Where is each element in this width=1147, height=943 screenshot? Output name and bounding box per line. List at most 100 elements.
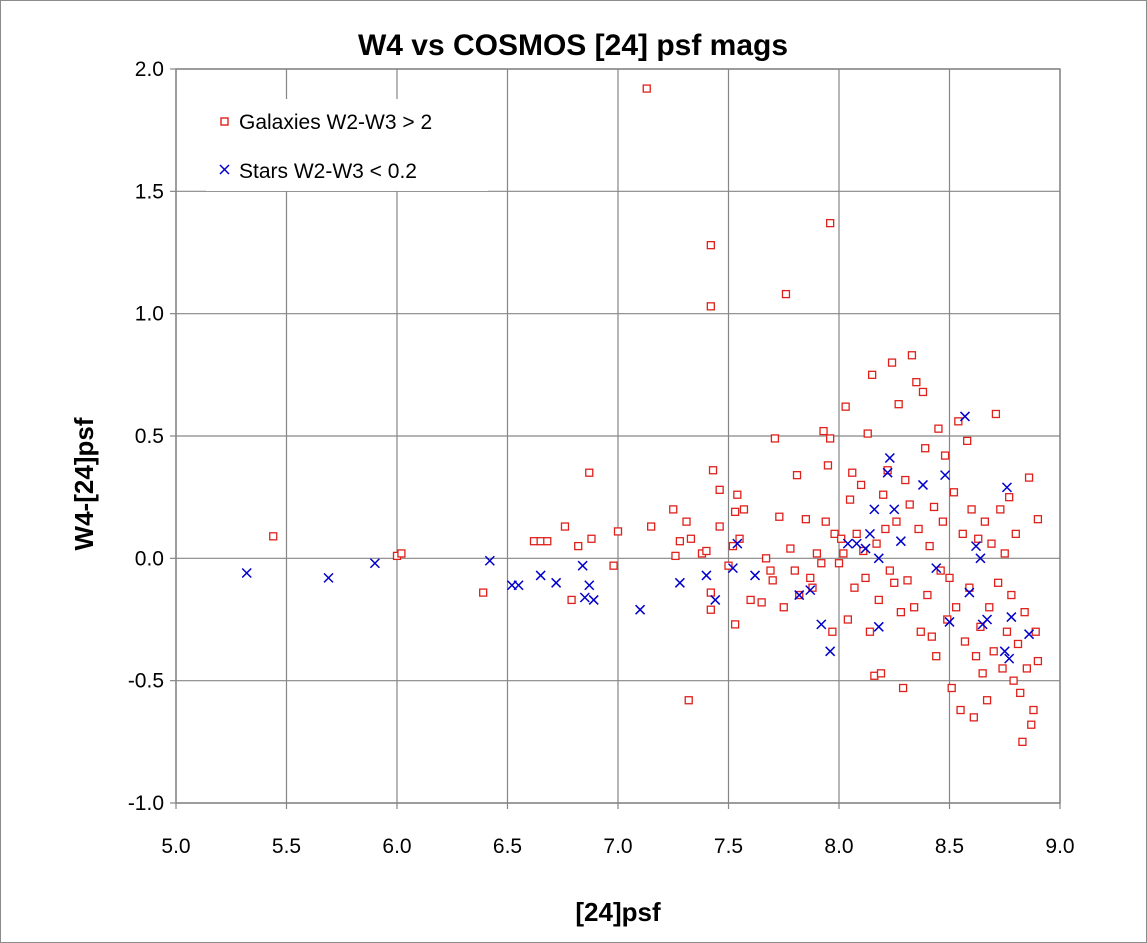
galaxy-point [907, 351, 917, 360]
galaxy-point [529, 537, 539, 546]
galaxy-point [770, 434, 780, 443]
star-point [1024, 629, 1035, 640]
galaxy-point [397, 549, 406, 558]
star-point [851, 538, 862, 549]
galaxy-point [960, 637, 970, 646]
galaxy-point [761, 554, 771, 563]
star-point [1001, 482, 1012, 493]
galaxy-point [1007, 590, 1016, 600]
x-tick-label: 8.0 [824, 835, 853, 858]
y-tick-label: -1.0 [128, 792, 164, 815]
galaxy-point [715, 485, 724, 494]
galaxy-point [965, 583, 974, 592]
galaxy-point [974, 534, 983, 543]
star-point [959, 411, 971, 422]
galaxy-point [757, 598, 766, 607]
galaxy-point [868, 370, 877, 379]
data-points [241, 84, 1043, 746]
galaxy-point [892, 517, 901, 526]
chart-title: W4 vs COSMOS [24] psf mags [358, 29, 788, 62]
galaxy-point [768, 576, 777, 585]
galaxy-point [978, 669, 987, 678]
galaxy-point [896, 608, 906, 617]
galaxy-point [567, 595, 576, 605]
galaxy-point [587, 534, 596, 543]
galaxy-point [837, 534, 846, 543]
galaxy-point [905, 500, 914, 509]
galaxy-point [684, 696, 693, 705]
galaxy-point [1002, 627, 1012, 636]
galaxy-point [951, 603, 961, 612]
star-point [860, 543, 871, 554]
galaxy-point [733, 490, 742, 499]
star-point [873, 621, 884, 632]
galaxy-point [870, 671, 879, 680]
star-point [1006, 612, 1017, 623]
galaxy-point [269, 532, 278, 541]
galaxy-point [839, 549, 848, 558]
galaxy-point [996, 505, 1005, 514]
galaxy-point [852, 529, 861, 539]
galaxy-point [967, 505, 976, 514]
galaxy-point [819, 426, 828, 436]
galaxy-point [675, 537, 685, 546]
galaxy-point [954, 417, 963, 426]
star-point [727, 563, 738, 574]
galaxy-point [987, 539, 996, 548]
galaxy-point [834, 559, 844, 568]
galaxy-point [1031, 627, 1040, 636]
galaxy-point [901, 475, 910, 485]
galaxy-point [830, 529, 839, 539]
galaxy-point [841, 402, 850, 411]
legend-galaxies-label: Galaxies W2-W3 > 2 [239, 111, 432, 134]
galaxy-point [998, 664, 1007, 673]
galaxy-point [947, 683, 956, 693]
x-tick-label: 7.5 [714, 835, 743, 858]
galaxy-point [1020, 608, 1029, 617]
galaxy-point [706, 302, 715, 311]
galaxy-point [702, 546, 711, 556]
star-point [873, 553, 884, 564]
galaxy-point [894, 400, 903, 409]
galaxy-point [885, 566, 894, 575]
star-point [584, 580, 595, 591]
galaxy-point [686, 534, 696, 543]
galaxy-point [682, 517, 691, 526]
y-tick-label: 1.5 [135, 180, 164, 203]
galaxy-point [989, 647, 998, 656]
galaxy-point [609, 561, 618, 570]
galaxy-point [806, 573, 815, 583]
galaxy-point [730, 620, 740, 629]
galaxy-point [985, 603, 994, 612]
star-point [842, 538, 853, 549]
galaxy-point [706, 588, 715, 597]
galaxy-point [909, 603, 919, 612]
galaxy-point [706, 241, 715, 250]
galaxy-point [876, 669, 886, 678]
legend-box [206, 99, 488, 191]
y-tick-label: 2.0 [135, 58, 164, 81]
galaxy-point [574, 541, 583, 551]
galaxy-point [938, 517, 948, 526]
galaxy-point [848, 468, 857, 477]
galaxy-point [958, 529, 967, 539]
galaxy-point [826, 218, 835, 228]
galaxy-point [843, 615, 852, 624]
star-point [701, 570, 712, 581]
galaxy-point [801, 515, 810, 524]
x-tick-labels: 5.0 5.5 6.0 6.5 7.0 7.5 8.0 8.5 9.0 [161, 835, 1074, 858]
galaxy-point [812, 549, 822, 558]
galaxy-point [728, 541, 738, 551]
legend-stars-marker [219, 164, 230, 175]
galaxy-point [945, 573, 954, 583]
galaxy-point [826, 434, 835, 443]
galaxy-point [1029, 705, 1038, 715]
star-point [940, 470, 951, 481]
y-tick-label: 0.0 [135, 547, 164, 570]
galaxy-point [821, 517, 830, 526]
galaxy-point [940, 451, 950, 460]
star-point [369, 558, 380, 569]
galaxy-point [775, 512, 784, 521]
galaxy-point [1018, 737, 1027, 746]
